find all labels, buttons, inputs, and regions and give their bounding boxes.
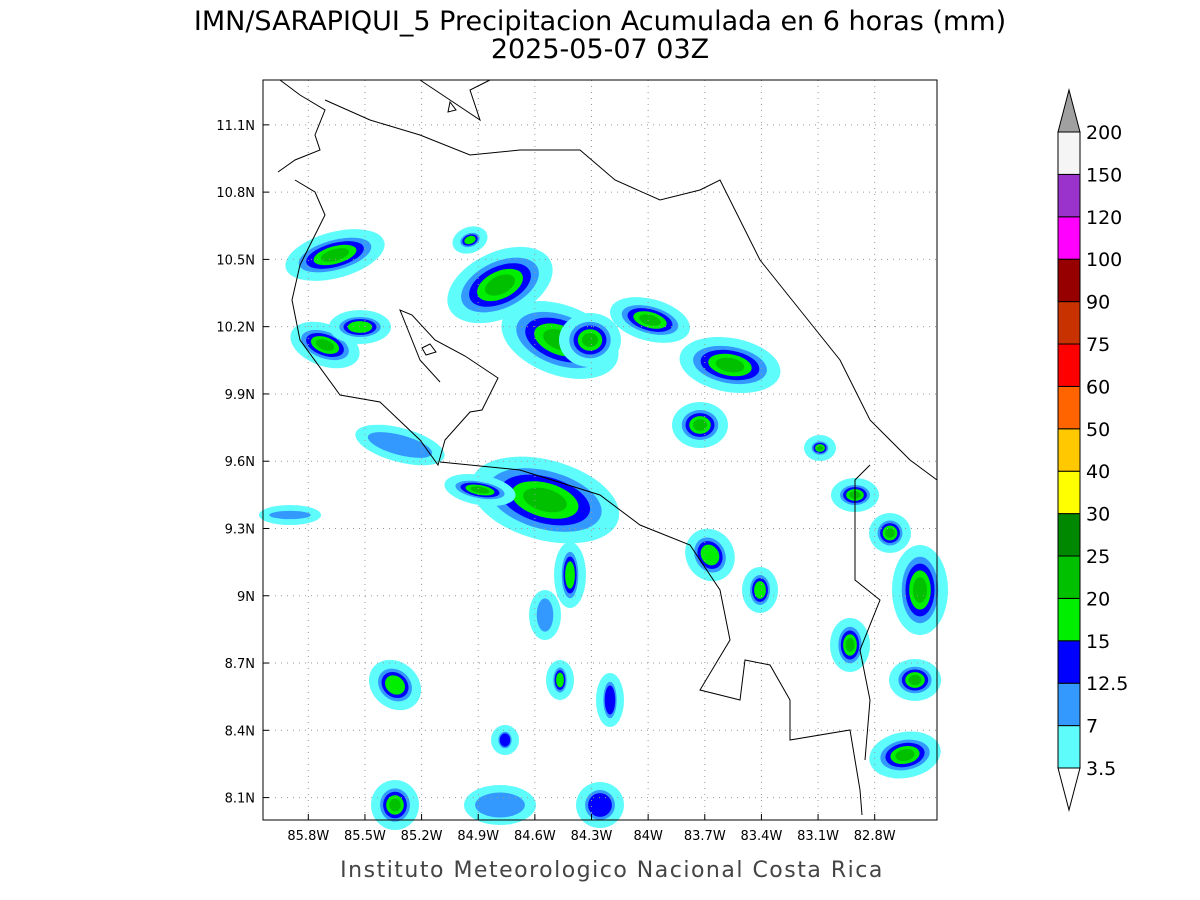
rain-area bbox=[485, 274, 515, 296]
rain-area bbox=[464, 235, 476, 245]
rain-area bbox=[908, 674, 922, 686]
colorbar: 3.5 7 12.5 15 20 25 30 40 50 60 75 90 100 120 150 200 bbox=[1057, 88, 1128, 812]
rain-area bbox=[885, 528, 895, 538]
colorbar-label: 30 bbox=[1086, 504, 1110, 526]
rain-area bbox=[639, 314, 661, 326]
colorbar-label: 20 bbox=[1086, 588, 1110, 610]
lat-label: 11.1N bbox=[216, 119, 255, 134]
colorbar-label: 25 bbox=[1086, 546, 1110, 568]
colorbar-label: 60 bbox=[1086, 376, 1110, 398]
colorbar-box bbox=[1057, 470, 1081, 515]
colorbar-label: 12.5 bbox=[1086, 673, 1128, 695]
colorbar-box bbox=[1057, 555, 1081, 599]
colorbar-label: 15 bbox=[1086, 631, 1110, 653]
lat-label: 9N bbox=[237, 590, 255, 605]
rain-area bbox=[367, 432, 433, 458]
colorbar-box bbox=[1057, 682, 1081, 727]
rain-area bbox=[556, 672, 564, 688]
rain-area bbox=[588, 793, 612, 817]
rain-area bbox=[754, 581, 766, 599]
lat-label: 10.8N bbox=[216, 186, 255, 201]
rain-area bbox=[604, 685, 616, 715]
lat-label: 9.6N bbox=[225, 455, 255, 470]
rain-area bbox=[499, 733, 511, 747]
colorbar-box bbox=[1057, 343, 1081, 387]
rain-area bbox=[475, 792, 525, 818]
colorbar-box bbox=[1057, 640, 1081, 684]
rain-area bbox=[895, 749, 915, 761]
colorbar-label: 7 bbox=[1086, 716, 1098, 738]
map-frame bbox=[262, 79, 938, 821]
colorbar-label: 120 bbox=[1086, 207, 1122, 229]
rain-area bbox=[523, 487, 567, 513]
graticule: 85.8W 85.5W 85.2W 84.9W 84.6W 84.3W 84W 83.7W 83… bbox=[216, 80, 937, 844]
lat-label: 9.3N bbox=[225, 522, 255, 537]
lat-label: 9.9N bbox=[225, 388, 255, 403]
colorbar-over bbox=[1057, 88, 1081, 133]
rain-area bbox=[582, 332, 598, 348]
coastline bbox=[277, 79, 938, 816]
rain-area bbox=[565, 561, 575, 589]
lon-label: 85.5W bbox=[344, 829, 386, 844]
subtitle: 2025-05-07 03Z bbox=[491, 34, 709, 65]
colorbar-label: 40 bbox=[1086, 461, 1110, 483]
rain-area bbox=[700, 544, 720, 566]
colorbar-box bbox=[1057, 597, 1081, 642]
rain-area bbox=[470, 486, 490, 494]
lat-label: 8.1N bbox=[225, 792, 255, 807]
rain-area bbox=[269, 510, 311, 520]
colorbar-label: 200 bbox=[1086, 122, 1122, 144]
colorbar-label: 75 bbox=[1086, 334, 1110, 356]
rain-area bbox=[315, 339, 335, 351]
colorbar-box bbox=[1057, 131, 1081, 175]
rain-area bbox=[912, 577, 928, 603]
colorbar-label: 150 bbox=[1086, 164, 1122, 186]
lon-label: 84.6W bbox=[514, 829, 556, 844]
colorbar-box bbox=[1057, 385, 1081, 430]
footer: Instituto Meteorologico Nacional Costa R… bbox=[340, 858, 884, 883]
rain-area bbox=[715, 357, 745, 373]
lon-label: 83.7W bbox=[684, 829, 726, 844]
lon-label: 85.2W bbox=[401, 829, 443, 844]
colorbar-box bbox=[1057, 216, 1081, 260]
lat-label: 10.2N bbox=[216, 321, 255, 336]
colorbar-box bbox=[1057, 725, 1081, 769]
lat-label: 10.5N bbox=[216, 253, 255, 268]
lon-label: 84W bbox=[633, 829, 663, 844]
rain-area bbox=[845, 637, 855, 653]
lon-label: 85.8W bbox=[287, 829, 329, 844]
colorbar-box bbox=[1057, 428, 1081, 472]
colorbar-box bbox=[1057, 301, 1081, 345]
colorbar-label: 90 bbox=[1086, 292, 1110, 314]
rain-area bbox=[321, 248, 349, 262]
rain-area bbox=[384, 675, 406, 695]
rain-area bbox=[389, 798, 401, 812]
precipitation bbox=[259, 226, 948, 830]
lat-label: 8.7N bbox=[225, 657, 255, 672]
lon-label: 84.9W bbox=[457, 829, 499, 844]
colorbar-box bbox=[1057, 173, 1081, 218]
colorbar-box bbox=[1057, 513, 1081, 557]
colorbar-box bbox=[1057, 258, 1081, 303]
lon-label: 83.1W bbox=[797, 829, 839, 844]
lon-label: 84.3W bbox=[571, 829, 613, 844]
lon-label: 83.4W bbox=[741, 829, 783, 844]
colorbar-label: 100 bbox=[1086, 249, 1122, 271]
rain-area bbox=[536, 598, 554, 632]
colorbar-label: 3.5 bbox=[1086, 758, 1116, 780]
title: IMN/SARAPIQUI_5 Precipitacion Acumulada … bbox=[194, 6, 1006, 37]
colorbar-label: 50 bbox=[1086, 419, 1110, 441]
colorbar-under bbox=[1057, 767, 1081, 812]
rain-area bbox=[692, 419, 708, 431]
lat-label: 8.4N bbox=[225, 724, 255, 739]
lon-label: 82.8W bbox=[854, 829, 896, 844]
